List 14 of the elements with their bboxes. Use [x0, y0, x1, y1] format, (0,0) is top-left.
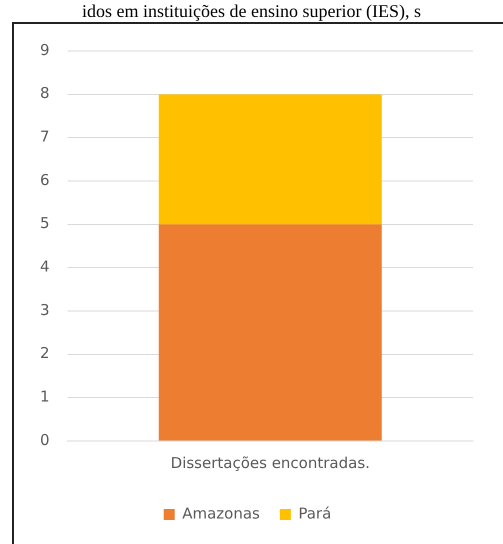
y-tick-label: 2 [40, 344, 50, 362]
legend-label: Amazonas [182, 504, 260, 522]
chart-title: idos em instituições de ensino superior (IES), s [81, 0, 422, 22]
x-tick-label: Dissertações encontradas. [170, 454, 370, 472]
y-tick-label: 1 [40, 388, 50, 406]
y-tick-label: 5 [40, 214, 50, 232]
y-tick-label: 4 [40, 258, 50, 276]
y-tick-label: 3 [40, 300, 50, 319]
y-tick-label: 0 [40, 430, 50, 449]
legend-label: Pará [298, 504, 332, 522]
y-tick-label: 8 [40, 84, 50, 102]
y-tick-label: 6 [40, 170, 50, 189]
y-tick-label: 7 [40, 128, 50, 146]
y-tick-label: 9 [40, 40, 50, 59]
